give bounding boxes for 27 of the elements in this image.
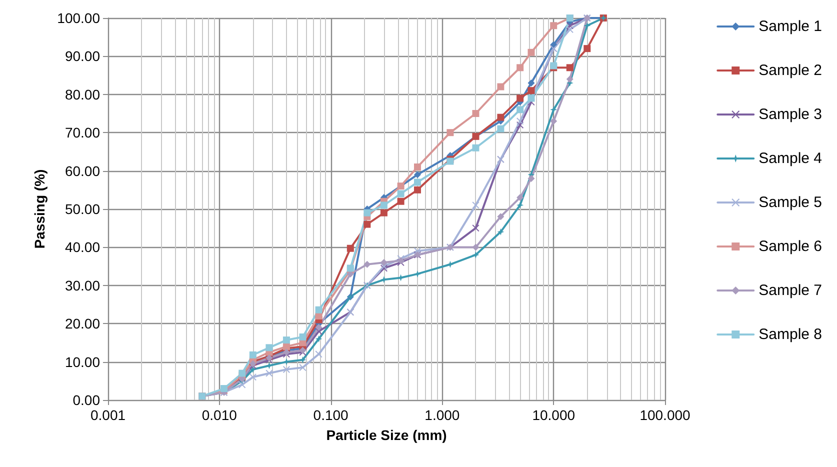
y-tick-label: 80.00 — [64, 86, 100, 102]
x-tick-label: 0.010 — [202, 407, 238, 423]
legend-label: Sample 1 — [758, 18, 822, 35]
y-tick-label: 20.00 — [64, 316, 100, 332]
legend-label: Sample 4 — [758, 150, 822, 167]
x-tick-label: 0.100 — [313, 407, 349, 423]
legend-label: Sample 7 — [758, 282, 822, 299]
x-tick-label: 0.001 — [90, 407, 126, 423]
legend-label: Sample 6 — [758, 238, 822, 255]
x-axis-title: Particle Size (mm) — [326, 427, 447, 443]
legend-label: Sample 3 — [758, 106, 822, 123]
y-axis-title: Passing (%) — [31, 169, 48, 249]
x-tick-label: 100.000 — [640, 407, 691, 423]
y-tick-label: 50.00 — [64, 201, 100, 217]
y-tick-label: 90.00 — [64, 48, 100, 64]
legend-label: Sample 8 — [758, 326, 822, 343]
x-tick-label: 1.000 — [424, 407, 460, 423]
y-tick-label: 60.00 — [64, 162, 100, 179]
legend-label: Sample 2 — [758, 62, 822, 79]
y-tick-label: 0.00 — [72, 392, 100, 408]
x-tick-label: 10.000 — [532, 407, 576, 423]
y-tick-label: 40.00 — [64, 239, 100, 256]
y-tick-label: 10.00 — [64, 354, 100, 370]
y-tick-label: 70.00 — [64, 124, 100, 141]
y-tick-label: 100.00 — [57, 10, 100, 26]
legend-label: Sample 5 — [758, 194, 822, 211]
y-tick-label: 30.00 — [64, 277, 100, 294]
